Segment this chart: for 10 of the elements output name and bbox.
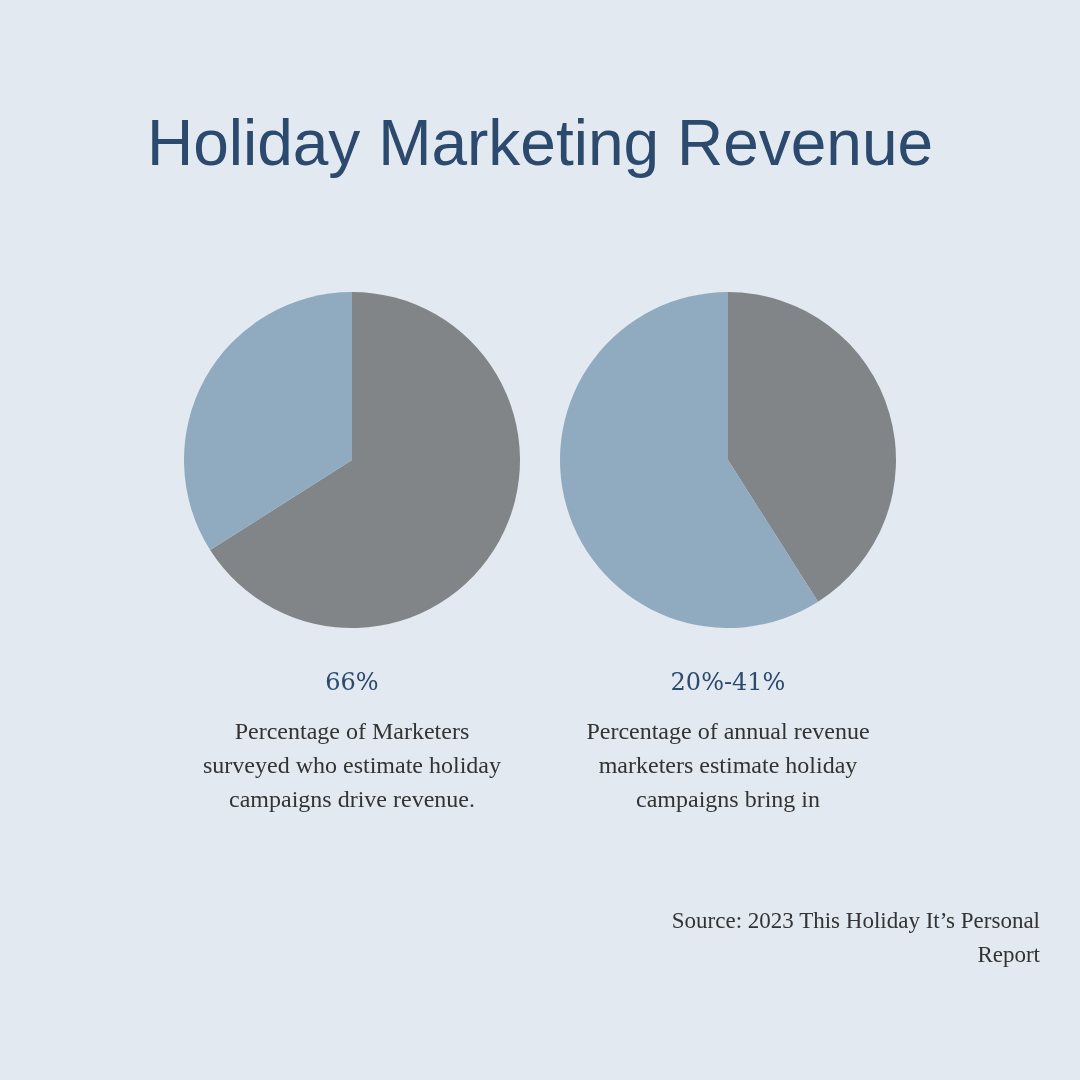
pie-slice xyxy=(184,292,352,551)
source-note: Source: 2023 This Holiday It’s Personal Report xyxy=(670,907,1040,969)
pie-slice xyxy=(210,292,520,628)
text: Percentage of Marketers surveyed who estimate holiday campaigns drive revenue. xyxy=(202,717,502,814)
pie-slice xyxy=(560,292,819,628)
chart-title: Holiday Marketing Revenue xyxy=(145,107,935,179)
pie-slice xyxy=(728,292,896,602)
text: 66% xyxy=(324,668,380,696)
text: 20%-41% xyxy=(669,668,787,696)
text: Percentage of annual revenue marketers estimate holiday campaigns bring in xyxy=(585,717,871,814)
